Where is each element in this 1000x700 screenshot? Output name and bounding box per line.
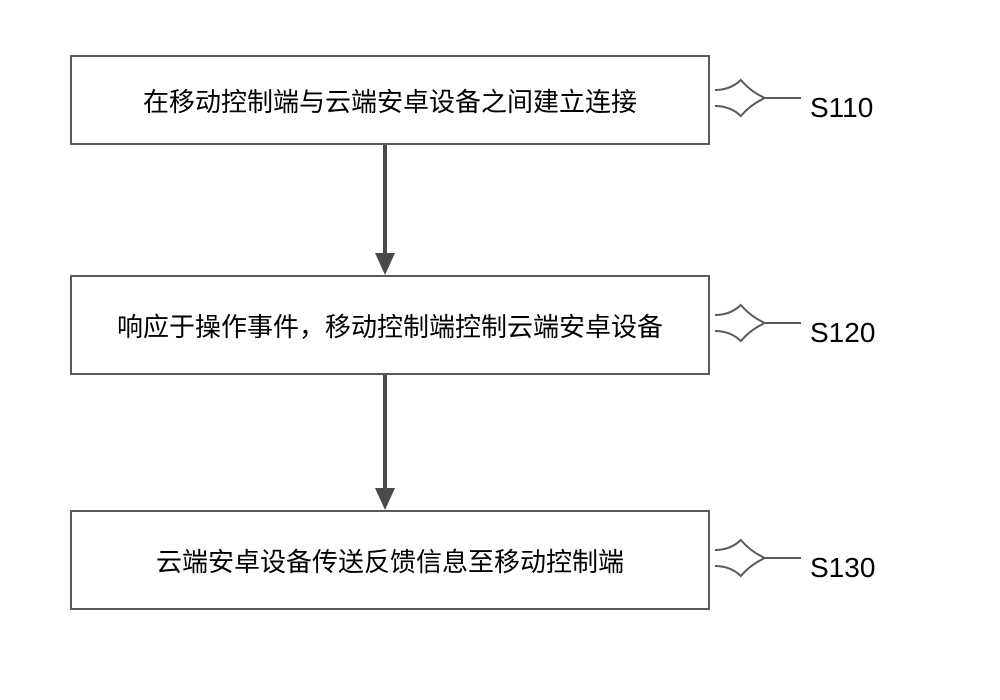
brace-connector [715,536,801,580]
flow-step-label: S120 [810,317,875,349]
brace-connector [715,301,801,345]
flow-step-text: 响应于操作事件，移动控制端控制云端安卓设备 [107,307,673,344]
brace-connector [715,76,801,120]
flow-step-box: 在移动控制端与云端安卓设备之间建立连接 [70,55,710,145]
flow-step-label: S110 [810,92,873,124]
flow-step-text: 在移动控制端与云端安卓设备之间建立连接 [133,82,647,119]
flow-step-box: 响应于操作事件，移动控制端控制云端安卓设备 [70,275,710,375]
flow-step-label: S130 [810,552,875,584]
flow-step-box: 云端安卓设备传送反馈信息至移动控制端 [70,510,710,610]
flow-arrow [373,145,397,275]
flow-step-text: 云端安卓设备传送反馈信息至移动控制端 [146,542,634,579]
flow-arrow [373,375,397,510]
